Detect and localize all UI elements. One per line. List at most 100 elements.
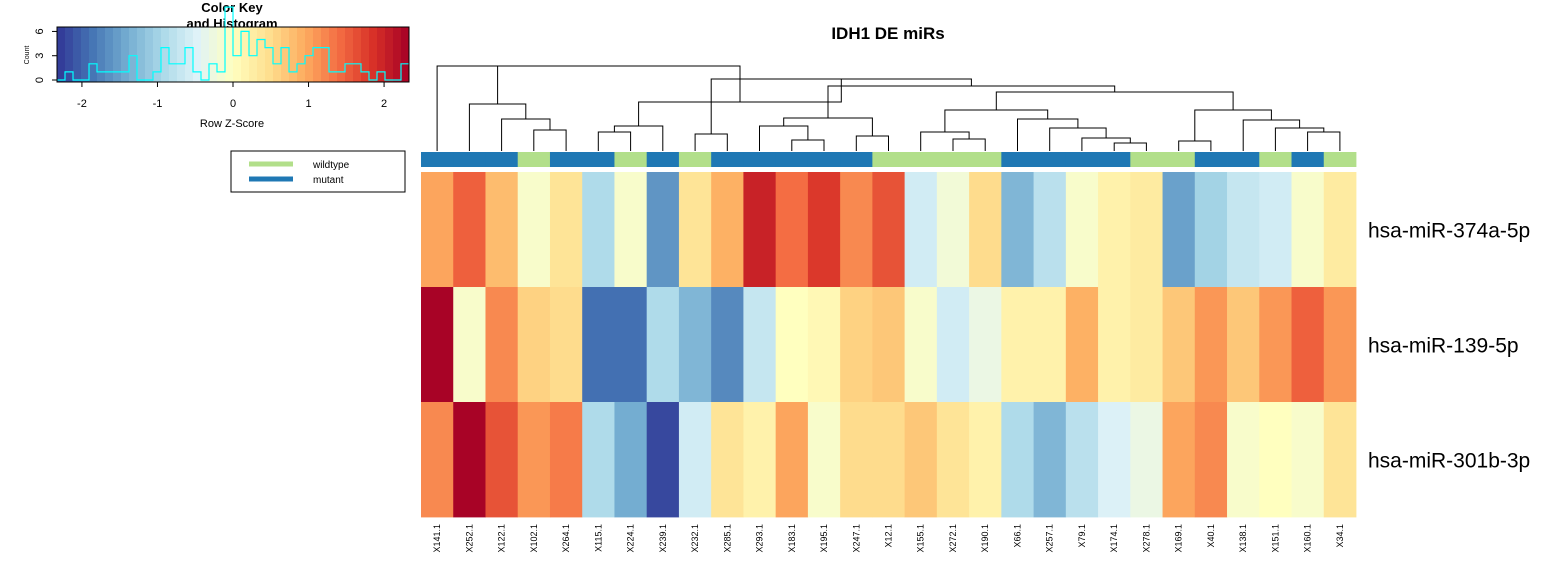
- column-label: X155.1: [916, 524, 926, 553]
- legend: wildtype mutant: [230, 150, 406, 193]
- heatmap-cell: [1162, 402, 1196, 518]
- group-bar-cell: [1227, 152, 1260, 167]
- color-key-x-axis: -2 -1 0 1 2: [77, 81, 387, 110]
- color-key-bin: [57, 27, 66, 82]
- color-key-y-tick-label: 0: [34, 77, 46, 83]
- heatmap-cell: [421, 172, 454, 288]
- color-key-bin: [345, 27, 354, 82]
- column-label: X224.1: [626, 524, 636, 553]
- column-label: X174.1: [1109, 524, 1119, 553]
- heatmap-cell: [1194, 172, 1228, 288]
- group-bar-cell: [614, 152, 648, 167]
- heatmap-cell: [904, 287, 938, 403]
- column-label: X66.1: [1013, 524, 1023, 548]
- color-key-bin: [281, 27, 290, 82]
- color-key-bin: [81, 27, 90, 82]
- heatmap-cell: [711, 172, 744, 288]
- column-label: X138.1: [1238, 524, 1248, 553]
- column-label: X115.1: [593, 524, 603, 552]
- color-key-x-tick-label: 2: [381, 98, 387, 110]
- group-bar-cell: [872, 152, 906, 167]
- color-key-bin: [145, 27, 154, 82]
- dendrogram-branch: [1113, 142, 1147, 151]
- color-key-bin: [233, 27, 242, 82]
- column-dendrogram: [436, 65, 1341, 151]
- heatmap-cell: [517, 402, 551, 518]
- dendrogram-branch: [783, 117, 873, 136]
- heatmap-cell: [1291, 172, 1325, 288]
- column-label: X190.1: [980, 524, 990, 553]
- heatmap-cell: [1001, 172, 1034, 288]
- heatmap-cell: [421, 402, 454, 518]
- heatmap-cell: [1323, 402, 1357, 518]
- color-key-gradient: [57, 27, 410, 82]
- heatmap-cell: [549, 402, 583, 518]
- color-key-bin: [249, 27, 258, 82]
- group-bar-cell: [1162, 152, 1196, 167]
- heatmap-cells: [421, 172, 1357, 518]
- row-label: hsa-miR-374a-5p: [1368, 220, 1530, 243]
- column-label: X252.1: [464, 524, 474, 553]
- dendrogram-branch: [1194, 109, 1272, 141]
- column-label: X264.1: [561, 524, 571, 553]
- color-key-bin: [201, 27, 210, 82]
- heatmap-cell: [1194, 287, 1228, 403]
- dendrogram-branch: [694, 133, 728, 151]
- dendrogram-branch: [920, 131, 970, 151]
- heatmap-cell: [936, 172, 970, 288]
- heatmap-cell: [1291, 402, 1325, 518]
- group-bar-cell: [421, 152, 454, 167]
- heatmap-cell: [1130, 402, 1163, 518]
- heatmap-cell: [743, 402, 777, 518]
- dendrogram-branch: [597, 131, 632, 151]
- heatmap-cell: [807, 287, 841, 403]
- group-bar-cell: [936, 152, 970, 167]
- group-bar-cell: [517, 152, 551, 167]
- color-key-bin: [121, 27, 130, 82]
- color-key-xlabel: Row Z-Score: [200, 118, 264, 130]
- heatmap-cell: [1259, 172, 1292, 288]
- dendrogram-branch: [1017, 118, 1079, 151]
- heatmap-cell: [969, 287, 1002, 403]
- heatmap-cell: [582, 402, 615, 518]
- group-color-bar: [421, 152, 1357, 167]
- heatmap-cell: [1259, 402, 1292, 518]
- column-label: X151.1: [1270, 524, 1280, 553]
- group-bar-cell: [807, 152, 841, 167]
- color-key-x-tick-label: 1: [305, 98, 311, 110]
- heatmap-cell: [1033, 287, 1067, 403]
- chart-title: IDH1 DE miRs: [831, 24, 944, 43]
- color-key-bin: [385, 27, 394, 82]
- group-bar-cell: [453, 152, 486, 167]
- heatmap-cell: [1130, 287, 1163, 403]
- color-key-bin: [65, 27, 74, 82]
- heatmap-cell: [872, 402, 906, 518]
- dendrogram-branch: [436, 65, 499, 151]
- color-key-bin: [153, 27, 162, 82]
- column-label: X34.1: [1335, 524, 1345, 548]
- color-key-bin: [329, 27, 338, 82]
- color-key-y-axis: 0 3 6: [34, 28, 58, 83]
- heatmap-cell: [1194, 402, 1228, 518]
- heatmap-cell: [936, 287, 970, 403]
- dendrogram-branch: [613, 125, 664, 151]
- color-key-bin: [209, 27, 218, 82]
- heatmap-cell: [775, 402, 809, 518]
- group-bar-cell: [840, 152, 873, 167]
- dendrogram-branch: [995, 91, 1234, 110]
- column-label: X285.1: [722, 524, 732, 553]
- color-key-bin: [97, 27, 106, 82]
- color-key-bin: [137, 27, 146, 82]
- color-key: Color Key and Histogram -2 -1 0 1 2 036 Row …: [24, 0, 410, 130]
- heatmap-cell: [549, 287, 583, 403]
- group-bar-cell: [1130, 152, 1163, 167]
- color-key-bin: [377, 27, 386, 82]
- group-bar-cell: [1291, 152, 1325, 167]
- heatmap-cell: [840, 172, 873, 288]
- dendrogram-branch: [501, 118, 551, 151]
- heatmap-cell: [775, 172, 809, 288]
- column-label: X102.1: [529, 524, 539, 553]
- heatmap-cell: [872, 287, 906, 403]
- group-bar-cell: [775, 152, 809, 167]
